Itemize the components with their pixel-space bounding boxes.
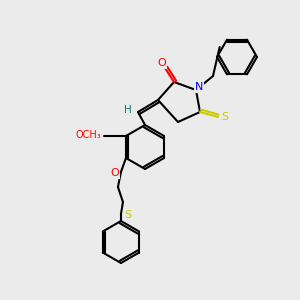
Text: O: O <box>158 58 166 68</box>
Text: S: S <box>221 112 229 122</box>
Text: O: O <box>81 131 90 141</box>
Text: S: S <box>124 210 131 220</box>
Text: O: O <box>111 168 119 178</box>
Text: H: H <box>124 105 132 115</box>
Text: OCH₃: OCH₃ <box>75 130 101 140</box>
Text: N: N <box>195 82 203 92</box>
